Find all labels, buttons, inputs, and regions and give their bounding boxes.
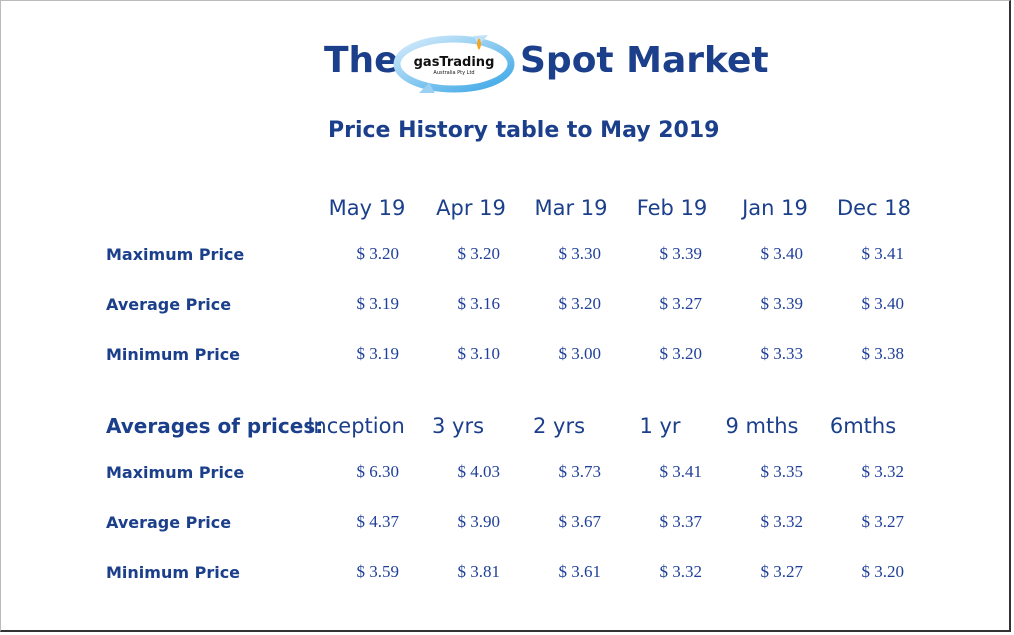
price-cell: $ 4.37 [356, 512, 400, 531]
price-cell: $ 3.41 [861, 244, 905, 263]
price-cell: $ 3.20 [558, 294, 602, 313]
price-cell: $ 3.33 [760, 344, 804, 363]
price-cell: $ 3.90 [457, 512, 501, 531]
price-cell: $ 3.37 [659, 512, 703, 531]
page-subtitle: Price History table to May 2019 [328, 118, 720, 143]
title-right: Spot Market [520, 40, 769, 81]
price-cell: $ 3.67 [558, 512, 602, 531]
price-cell: $ 3.19 [356, 294, 400, 313]
column-header: Feb 19 [636, 196, 708, 220]
row-label: Minimum Price [106, 563, 241, 582]
price-cell: $ 3.73 [558, 462, 602, 481]
price-cell: $ 3.32 [861, 462, 905, 481]
price-cell: $ 3.81 [457, 562, 501, 581]
row-label: Average Price [106, 513, 232, 532]
column-header: Dec 18 [836, 196, 912, 220]
price-cell: $ 3.20 [457, 244, 501, 263]
price-cell: $ 3.20 [659, 344, 703, 363]
price-cell: $ 3.40 [861, 294, 905, 313]
column-header: Apr 19 [436, 196, 506, 220]
price-cell: $ 3.10 [457, 344, 501, 363]
price-cell: $ 3.27 [659, 294, 703, 313]
price-cell: $ 3.30 [558, 244, 602, 263]
price-cell: $ 6.30 [356, 462, 400, 481]
price-cell: $ 3.59 [356, 562, 400, 581]
price-cell: $ 3.00 [558, 344, 602, 363]
logo-text: gasTrading [414, 55, 495, 70]
column-header: Inception [307, 414, 405, 438]
price-cell: $ 3.20 [861, 562, 905, 581]
price-cell: $ 4.03 [457, 462, 501, 481]
column-header: May 19 [328, 196, 406, 220]
column-header: 6mths [829, 414, 897, 438]
price-cell: $ 3.16 [457, 294, 501, 313]
column-header: 9 mths [725, 414, 799, 438]
price-cell: $ 3.19 [356, 344, 400, 363]
price-cell: $ 3.27 [861, 512, 905, 531]
column-header: Mar 19 [534, 196, 608, 220]
price-cell: $ 3.39 [760, 294, 804, 313]
averages-title: Averages of prices: [106, 414, 324, 438]
column-header: 3 yrs [431, 414, 485, 438]
price-cell: $ 3.32 [659, 562, 703, 581]
price-cell: $ 3.41 [659, 462, 703, 481]
row-label: Average Price [106, 295, 232, 314]
price-cell: $ 3.27 [760, 562, 804, 581]
column-header: 2 yrs [532, 414, 586, 438]
gastrading-logo: gasTrading Australia Pty Ltd [393, 33, 515, 95]
price-cell: $ 3.20 [356, 244, 400, 263]
row-label: Maximum Price [106, 463, 245, 482]
column-header: Jan 19 [742, 196, 808, 220]
price-cell: $ 3.32 [760, 512, 804, 531]
price-cell: $ 3.61 [558, 562, 602, 581]
price-cell: $ 3.39 [659, 244, 703, 263]
price-cell: $ 3.35 [760, 462, 804, 481]
price-cell: $ 3.38 [861, 344, 905, 363]
column-header: 1 yr [639, 414, 681, 438]
svg-text:Australia Pty Ltd: Australia Pty Ltd [433, 70, 474, 76]
price-cell: $ 3.40 [760, 244, 804, 263]
title-left: The [324, 40, 399, 81]
row-label: Maximum Price [106, 245, 245, 264]
row-label: Minimum Price [106, 345, 241, 364]
